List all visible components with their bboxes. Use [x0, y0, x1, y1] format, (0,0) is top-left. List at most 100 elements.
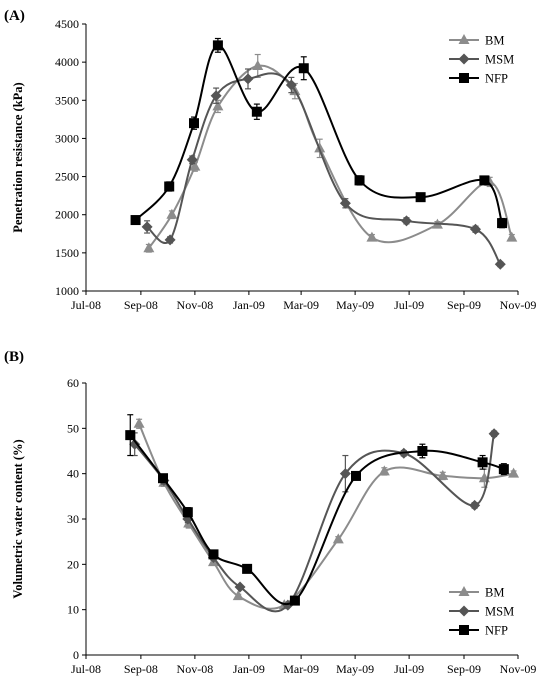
data-point-msm [141, 221, 153, 233]
data-point-nfp [351, 470, 361, 481]
x-tick-label: Nov-08 [177, 298, 214, 312]
legend-marker [459, 73, 469, 83]
x-tick-label: May-09 [336, 662, 374, 676]
data-point-msm [186, 154, 198, 166]
data-point-bm [143, 242, 155, 253]
data-point-msm [210, 90, 222, 102]
data-point-nfp [242, 563, 253, 574]
data-point-bm [189, 160, 201, 171]
data-point-msm [339, 197, 351, 209]
legend-label: BM [485, 34, 504, 48]
series-line-bm [138, 423, 514, 610]
y-tick-label: 20 [67, 557, 79, 571]
y-tick-label: 10 [67, 603, 79, 617]
data-point-nfp [298, 63, 309, 74]
penetration-resistance-chart: 1000 1500 2000 2500 3000 3500 4000 4500 Jul-08 Se… [4, 8, 537, 312]
y-tick-label: 60 [67, 376, 79, 390]
data-point-nfp [415, 192, 426, 203]
data-point-msm [282, 599, 294, 611]
data-point-msm [470, 223, 482, 235]
legend-marker [459, 625, 469, 635]
data-point-nfp [479, 175, 490, 186]
x-tick-label: Jan-09 [233, 298, 265, 312]
data-point-nfp [251, 106, 262, 117]
data-point-msm [339, 468, 351, 480]
data-point-bm [166, 208, 178, 219]
data-point-msm [494, 258, 506, 270]
legend-label: MSM [485, 53, 514, 67]
chart-a-svg: 1000 1500 2000 2500 3000 3500 4000 4500 Jul-08 Se… [4, 8, 537, 312]
y-axis-label: Volumetric water content (%) [11, 439, 25, 598]
legend-marker [458, 34, 470, 44]
y-tick-label: 50 [67, 421, 79, 435]
y-axis-label: Penetration resistance (kPa) [11, 82, 25, 232]
data-point-msm [400, 215, 412, 227]
data-point-msm [129, 438, 141, 450]
x-tick-label: Jul-08 [71, 298, 101, 312]
data-point-bm [212, 100, 224, 111]
data-point-nfp [497, 218, 508, 229]
legend-label: NFP [485, 72, 508, 86]
legend-marker [458, 53, 470, 65]
legend: BM MSM NFP [449, 34, 514, 86]
y-tick-label: 4000 [55, 55, 79, 69]
data-point-msm [469, 499, 481, 511]
data-point-nfp [158, 473, 169, 484]
legend-marker [458, 586, 470, 596]
data-point-bm [366, 231, 378, 242]
x-tick-label: Sep-08 [124, 298, 158, 312]
data-point-nfp [354, 175, 365, 186]
data-point-nfp [417, 446, 428, 456]
data-point-bm [232, 590, 244, 601]
series-line-nfp [134, 44, 504, 224]
chart-b-svg: 0 10 20 30 40 50 60 Jul-08 Sep-08 Nov-08 Jan-09 Mar… [4, 349, 537, 676]
data-point-msm [234, 581, 246, 593]
y-tick-label: 0 [73, 648, 79, 662]
data-point-nfp [289, 595, 300, 606]
panel-label: (A) [4, 8, 25, 24]
y-tick-label: 1000 [55, 284, 79, 298]
x-tick-label: May-09 [336, 298, 374, 312]
x-tick-label: Nov-09 [500, 298, 537, 312]
x-tick-label: Nov-09 [500, 662, 537, 676]
legend-marker [458, 605, 470, 617]
x-tick-label: Jan-09 [233, 662, 265, 676]
x-tick-label: Jul-08 [71, 662, 101, 676]
data-point-bm [332, 533, 344, 544]
data-point-bm [437, 469, 449, 480]
y-tick-label: 1500 [55, 246, 79, 260]
x-tick-label: Mar-09 [283, 662, 319, 676]
x-tick-label: Jul-09 [394, 298, 424, 312]
data-point-bm [508, 467, 520, 478]
legend-label: MSM [485, 605, 514, 619]
series-line-msm [146, 72, 502, 265]
data-point-nfp [130, 215, 141, 226]
x-tick-label: Sep-09 [447, 662, 481, 676]
y-tick-label: 40 [67, 467, 79, 481]
y-tick-label: 30 [67, 512, 79, 526]
data-point-nfp [182, 507, 193, 518]
x-tick-label: Mar-09 [283, 298, 319, 312]
y-tick-label: 4500 [55, 17, 79, 31]
series-bm [143, 53, 518, 253]
legend: BM MSM NFP [449, 586, 514, 638]
data-point-msm [488, 428, 500, 440]
data-point-nfp [125, 430, 136, 441]
data-point-bm [133, 417, 145, 428]
series-line-bm [148, 64, 513, 249]
data-point-msm [164, 234, 176, 246]
data-point-bm [252, 59, 264, 70]
data-point-msm [242, 73, 254, 85]
y-tick-label: 3000 [55, 131, 79, 145]
panel-label: (B) [4, 349, 24, 365]
legend-label: BM [485, 586, 504, 600]
y-tick-label: 3500 [55, 93, 79, 107]
data-point-nfp [208, 549, 219, 560]
series-line-nfp [129, 434, 505, 605]
y-tick-label: 2000 [55, 208, 79, 222]
data-point-bm [506, 231, 518, 242]
volumetric-water-content-chart: 0 10 20 30 40 50 60 Jul-08 Sep-08 Nov-08 Jan-09 Mar… [0, 341, 550, 682]
data-point-msm [285, 79, 297, 91]
series-msm [141, 68, 506, 270]
data-point-nfp [477, 457, 488, 468]
